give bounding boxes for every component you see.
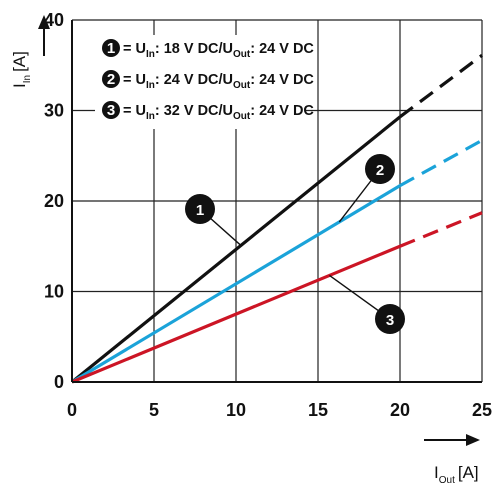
- series-layer: [70, 54, 483, 384]
- y-axis-label: IIn [A]: [10, 15, 50, 88]
- x-tick-label-4: 20: [390, 400, 410, 420]
- y-tick-label-2: 20: [44, 191, 64, 211]
- svg-text:IIn[A]: IIn [A]: [10, 51, 33, 88]
- series-1-dashed-extension: [399, 54, 483, 119]
- legend-box: [95, 35, 305, 129]
- tick-labels: 0 5 10 15 20 25 0 10 20 30 40: [44, 10, 492, 420]
- axes: [71, 20, 482, 383]
- annotation-marker-1: [185, 194, 215, 224]
- x-tick-label-2: 10: [226, 400, 246, 420]
- annotation-label-3: 3: [386, 312, 394, 329]
- annotation-marker-2: [365, 154, 395, 184]
- series-2-dashed-extension: [399, 138, 483, 188]
- series-3-dashed-extension: [399, 211, 483, 248]
- legend-marker-2: [102, 70, 120, 88]
- x-axis-label: IOut [A]: [424, 434, 480, 486]
- x-tick-label-1: 5: [149, 400, 159, 420]
- annotations: 1 2 3: [185, 154, 405, 334]
- y-axis-label-main: I: [10, 83, 29, 88]
- legend-entry-1: = UIn: 18 V DC/UOut: 24 V DC: [123, 41, 314, 60]
- x-tick-label-5: 25: [472, 400, 492, 420]
- x-axis-label-sub: Out: [439, 475, 455, 486]
- legend-marker-3: [102, 101, 120, 119]
- x-axis-arrow-head: [466, 434, 480, 446]
- y-tick-label-0: 0: [54, 372, 64, 392]
- series-2-line: [71, 184, 401, 384]
- y-axis-arrow-head: [38, 15, 50, 29]
- x-tick-label-0: 0: [67, 400, 77, 420]
- series-3-line: [71, 244, 401, 384]
- x-axis-label-main: I: [434, 463, 439, 482]
- annotation-label-2: 2: [376, 162, 384, 179]
- y-tick-label-3: 30: [44, 101, 64, 121]
- annotation-label-1: 1: [196, 202, 204, 219]
- legend: 1 = UIn: 18 V DC/UOut: 24 V DC 2 = UIn: 24 …: [95, 35, 314, 129]
- svg-text:IOut[A]: IOut [A]: [434, 463, 479, 486]
- legend-entry-2: = UIn: 24 V DC/UOut: 24 V DC: [123, 72, 314, 91]
- legend-marker-label-3: 3: [107, 102, 115, 119]
- series-1-line: [70, 115, 402, 384]
- legend-marker-label-2: 2: [107, 71, 115, 88]
- legend-entry-3: = UIn: 32 V DC/UOut: 24 V DC: [123, 103, 314, 122]
- annotation-marker-3: [375, 304, 405, 334]
- y-axis-label-unit: [A]: [10, 51, 29, 72]
- y-axis-label-sub: In: [22, 75, 33, 83]
- x-axis-label-unit: [A]: [458, 463, 479, 482]
- legend-marker-label-1: 1: [107, 40, 115, 57]
- legend-marker-1: [102, 39, 120, 57]
- y-tick-label-1: 10: [44, 282, 64, 302]
- y-tick-label-4: 40: [44, 10, 64, 30]
- x-tick-label-3: 15: [308, 400, 328, 420]
